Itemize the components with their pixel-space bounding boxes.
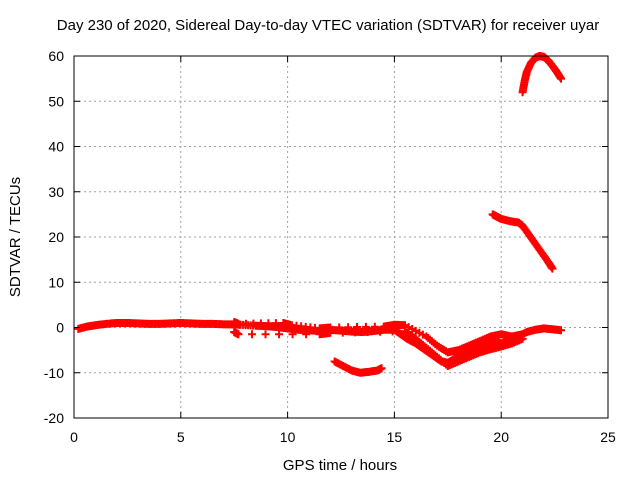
y-tick-label: -10 (44, 365, 64, 381)
data-point (338, 328, 347, 337)
y-tick-label: -20 (44, 410, 64, 426)
x-tick-label: 5 (177, 429, 185, 445)
data-point (361, 322, 370, 331)
data-point (248, 330, 256, 339)
data-point (377, 364, 386, 373)
x-tick-label: 10 (280, 429, 296, 445)
data-point (548, 264, 557, 273)
x-tick-label: 15 (387, 429, 403, 445)
axis-ticks: 0 5 10 15 20 25 -20 -10 0 10 20 30 40 50 60 (44, 48, 616, 445)
grid-lines (74, 56, 608, 418)
y-tick-label: 20 (48, 229, 64, 245)
x-tick-label: 25 (600, 429, 616, 445)
data-point (344, 323, 353, 332)
y-tick-label: 0 (56, 320, 64, 336)
data-point (370, 322, 379, 331)
data-point (241, 319, 250, 328)
data-points (74, 52, 566, 377)
data-point (261, 330, 270, 339)
y-tick-label: 10 (48, 274, 64, 290)
y-tick-label: 30 (48, 184, 64, 200)
data-point (264, 319, 273, 328)
data-point (256, 319, 265, 328)
y-axis-label: SDTVAR / TECUs (7, 177, 24, 297)
series-midday-dip (330, 357, 386, 377)
data-point (271, 319, 280, 328)
data-point (326, 328, 335, 337)
data-point (302, 330, 311, 339)
data-point (288, 330, 297, 339)
y-tick-label: 40 (48, 139, 64, 155)
x-axis-label: GPS time / hours (283, 457, 397, 474)
data-point (518, 334, 527, 343)
data-point (557, 326, 566, 335)
data-point (557, 74, 566, 83)
data-point (351, 328, 360, 337)
series-main-band-lower (230, 327, 527, 370)
series-evening-decline (488, 210, 557, 273)
data-point (353, 323, 362, 332)
series-main-band-upper (230, 318, 527, 357)
data-point (249, 319, 258, 328)
data-point (234, 330, 243, 339)
y-tick-label: 50 (48, 93, 64, 109)
data-point (335, 323, 344, 332)
data-point (388, 327, 397, 336)
data-point (363, 328, 372, 337)
y-tick-label: 60 (48, 48, 64, 64)
x-tick-label: 20 (493, 429, 509, 445)
chart-title: Day 230 of 2020, Sidereal Day-to-day VTE… (57, 17, 599, 34)
data-point (234, 319, 243, 328)
x-tick-label: 0 (70, 429, 78, 445)
data-point (275, 330, 284, 339)
series-evening-arc (518, 52, 566, 97)
data-point (376, 327, 385, 336)
